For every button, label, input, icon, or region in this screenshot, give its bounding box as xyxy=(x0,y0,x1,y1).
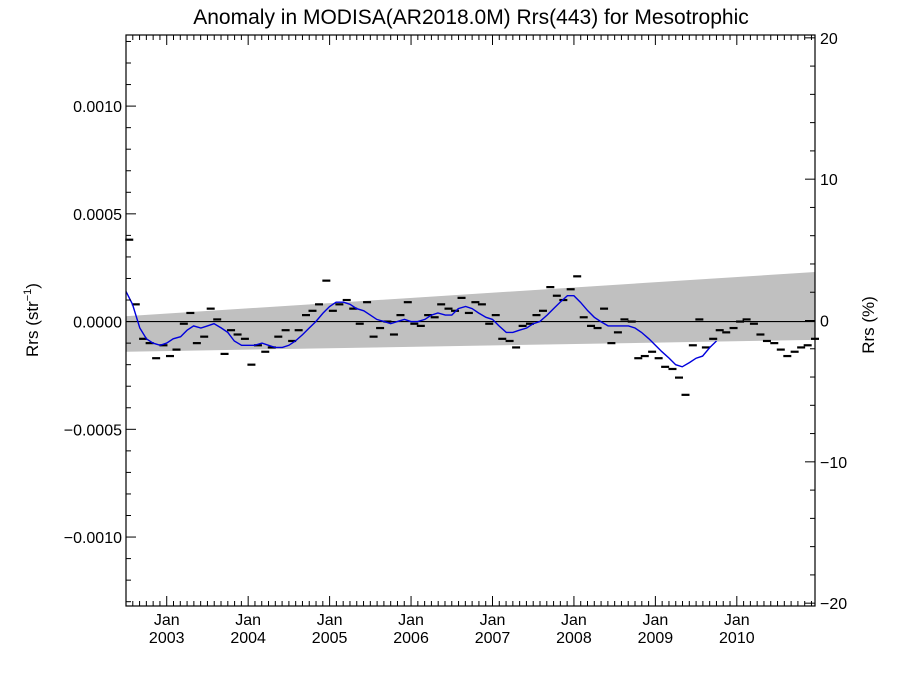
x-tick-label-year: 2008 xyxy=(556,630,592,647)
y-left-tick-label: −0.0005 xyxy=(64,422,122,439)
x-tick-label-month: Jan xyxy=(642,612,668,629)
x-tick-label-month: Jan xyxy=(154,612,180,629)
y-axis-right-label: Rrs (%) xyxy=(859,296,878,354)
y-left-tick-label: 0.0000 xyxy=(73,315,122,332)
x-tick-label-month: Jan xyxy=(724,612,750,629)
x-tick-label-year: 2003 xyxy=(149,630,185,647)
y-left-tick-label: −0.0010 xyxy=(64,530,122,547)
x-tick-label-month: Jan xyxy=(235,612,261,629)
monthly-points xyxy=(125,238,819,396)
y-left-tick-label: 0.0005 xyxy=(73,207,122,224)
y-left-tick-label: 0.0010 xyxy=(73,99,122,116)
x-tick-label-year: 2004 xyxy=(230,630,266,647)
x-tick-label-month: Jan xyxy=(480,612,506,629)
x-tick-label-year: 2006 xyxy=(393,630,429,647)
y-right-tick-label: −20 xyxy=(820,596,847,613)
smoothed-anomaly-line xyxy=(125,291,717,368)
x-axis: Jan2003Jan2004Jan2005Jan2006Jan2007Jan20… xyxy=(125,35,812,647)
y-axis-left: 0.0010 0.0005 0.0000 −0.0005 −0.0010 xyxy=(64,40,136,603)
chart-title: Anomaly in MODISA(AR2018.0M) Rrs(443) fo… xyxy=(193,6,749,29)
y-right-tick-label: 0 xyxy=(820,314,829,331)
x-tick-label-month: Jan xyxy=(398,612,424,629)
plot-area xyxy=(125,34,819,607)
x-tick-label-month: Jan xyxy=(317,612,343,629)
x-tick-label-year: 2005 xyxy=(312,630,348,647)
x-tick-label-year: 2010 xyxy=(719,630,755,647)
y-axis-left-label: Rrs (str−1) xyxy=(22,283,42,357)
y-right-tick-label: 10 xyxy=(820,172,838,189)
x-tick-label-month: Jan xyxy=(561,612,587,629)
x-tick-label-year: 2009 xyxy=(638,630,674,647)
x-tick-label-year: 2007 xyxy=(475,630,511,647)
y-right-tick-label: −10 xyxy=(820,455,847,472)
y-axis-right: 20 10 0 −10 −20 xyxy=(805,31,847,613)
y-right-tick-label: 20 xyxy=(820,31,838,48)
